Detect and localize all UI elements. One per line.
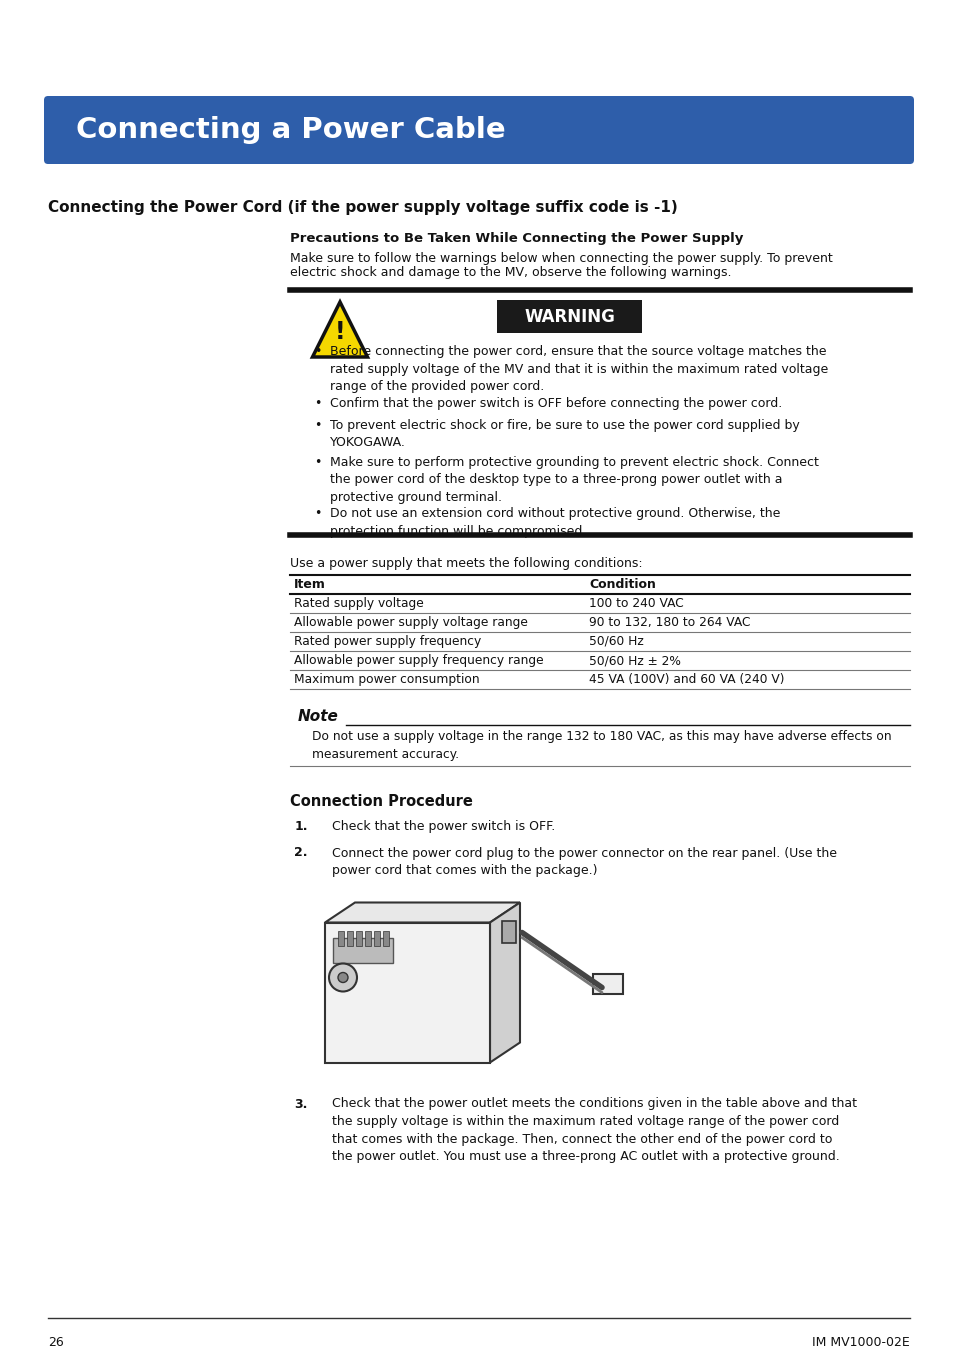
Text: Connect the power cord plug to the power connector on the rear panel. (Use the
p: Connect the power cord plug to the power… [332, 846, 836, 878]
Bar [374, 930, 379, 945]
Text: electric shock and damage to the MV, observe the following warnings.: electric shock and damage to the MV, obs… [290, 266, 731, 279]
Text: Make sure to perform protective grounding to prevent electric shock. Connect
the: Make sure to perform protective groundin… [330, 456, 818, 504]
FancyBboxPatch shape [593, 973, 622, 994]
Text: •: • [314, 397, 321, 409]
Text: Do not use an extension cord without protective ground. Otherwise, the
protectio: Do not use an extension cord without pro… [330, 508, 780, 539]
Text: 3.: 3. [294, 1098, 308, 1111]
Text: 2.: 2. [294, 846, 308, 860]
Text: Maximum power consumption: Maximum power consumption [294, 674, 479, 686]
Text: 50/60 Hz ± 2%: 50/60 Hz ± 2% [588, 653, 680, 667]
Text: Note: Note [297, 709, 338, 724]
Text: !: ! [335, 320, 345, 344]
Text: 26: 26 [48, 1336, 64, 1349]
Bar [347, 930, 353, 945]
Text: Connecting the Power Cord (if the power supply voltage suffix code is -1): Connecting the Power Cord (if the power … [48, 200, 677, 215]
Text: Rated power supply frequency: Rated power supply frequency [294, 634, 480, 648]
Text: 90 to 132, 180 to 264 VAC: 90 to 132, 180 to 264 VAC [588, 616, 750, 629]
Text: IM MV1000-02E: IM MV1000-02E [811, 1336, 909, 1349]
Bar [382, 930, 389, 945]
Text: Allowable power supply voltage range: Allowable power supply voltage range [294, 616, 527, 629]
Text: Item: Item [294, 578, 326, 591]
Text: Check that the power switch is OFF.: Check that the power switch is OFF. [332, 819, 555, 833]
Circle shape [337, 972, 348, 983]
Text: WARNING: WARNING [524, 308, 615, 325]
Text: Make sure to follow the warnings below when connecting the power supply. To prev: Make sure to follow the warnings below w… [290, 252, 832, 265]
Circle shape [329, 964, 356, 991]
Text: Use a power supply that meets the following conditions:: Use a power supply that meets the follow… [290, 558, 642, 570]
Text: Confirm that the power switch is OFF before connecting the power cord.: Confirm that the power switch is OFF bef… [330, 397, 781, 409]
FancyBboxPatch shape [44, 96, 913, 163]
Text: Rated supply voltage: Rated supply voltage [294, 597, 423, 610]
Text: To prevent electric shock or fire, be sure to use the power cord supplied by
YOK: To prevent electric shock or fire, be su… [330, 418, 799, 450]
Text: Do not use a supply voltage in the range 132 to 180 VAC, as this may have advers: Do not use a supply voltage in the range… [312, 730, 891, 761]
Bar [337, 930, 344, 945]
Text: Connection Procedure: Connection Procedure [290, 794, 473, 809]
Text: Before connecting the power cord, ensure that the source voltage matches the
rat: Before connecting the power cord, ensure… [330, 346, 827, 393]
Text: Connecting a Power Cable: Connecting a Power Cable [76, 116, 505, 144]
Text: Allowable power supply frequency range: Allowable power supply frequency range [294, 653, 543, 667]
Text: •: • [314, 456, 321, 468]
Text: Condition: Condition [588, 578, 655, 591]
Text: •: • [314, 418, 321, 432]
Text: Check that the power outlet meets the conditions given in the table above and th: Check that the power outlet meets the co… [332, 1098, 856, 1162]
FancyBboxPatch shape [497, 300, 641, 333]
Polygon shape [325, 922, 490, 1062]
Bar [365, 930, 371, 945]
Text: •: • [314, 346, 321, 358]
Text: •: • [314, 508, 321, 521]
Text: Precautions to Be Taken While Connecting the Power Supply: Precautions to Be Taken While Connecting… [290, 232, 742, 244]
Polygon shape [313, 302, 367, 356]
Text: 45 VA (100V) and 60 VA (240 V): 45 VA (100V) and 60 VA (240 V) [588, 674, 783, 686]
Polygon shape [490, 903, 519, 1062]
Text: 100 to 240 VAC: 100 to 240 VAC [588, 597, 683, 610]
Bar [501, 921, 516, 942]
Polygon shape [325, 903, 519, 922]
Text: 1.: 1. [294, 819, 308, 833]
Bar [355, 930, 361, 945]
Text: 50/60 Hz: 50/60 Hz [588, 634, 643, 648]
Bar [333, 937, 393, 963]
